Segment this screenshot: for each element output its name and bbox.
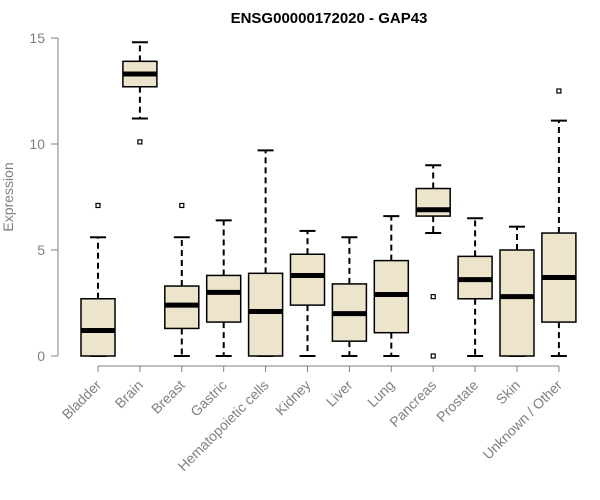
- y-axis-label: Expression: [0, 162, 16, 231]
- x-axis: [97, 365, 560, 372]
- box-lung: [373, 215, 410, 357]
- box-iqr: [80, 298, 116, 357]
- category-label: Brain: [112, 377, 146, 411]
- category-label: Pancreas: [386, 377, 439, 430]
- category-label: Skin: [493, 377, 524, 408]
- box-kidney: [289, 229, 326, 357]
- y-tick-label: 5: [37, 242, 45, 258]
- chart-title: ENSG00000172020 - GAP43: [231, 10, 428, 27]
- box-bladder: [80, 202, 116, 357]
- box-liver: [331, 236, 368, 357]
- box-iqr: [499, 249, 535, 357]
- outlier-point: [95, 202, 101, 209]
- category-label: Unknown / Other: [479, 377, 565, 463]
- box-pancreas: [415, 164, 451, 359]
- y-tick-label: 15: [29, 30, 45, 46]
- box-iqr: [289, 253, 326, 306]
- category-label: Prostate: [433, 377, 481, 425]
- box-prostate: [457, 217, 493, 357]
- category-label: Liver: [323, 377, 356, 410]
- box-breast: [164, 202, 200, 357]
- category-label: Kidney: [272, 377, 314, 419]
- outlier-point: [556, 88, 562, 94]
- category-label: Breast: [148, 377, 188, 417]
- box-iqr: [205, 274, 242, 323]
- outlier-point: [179, 202, 185, 209]
- box-unknown-other: [541, 88, 577, 357]
- box-brain: [122, 41, 158, 145]
- y-axis: 0 5 10 15: [29, 30, 59, 364]
- box-skin: [499, 225, 535, 357]
- outlier-point: [430, 353, 436, 359]
- box-hematopoietic-cells: [247, 149, 284, 357]
- box-series: [80, 41, 577, 359]
- box-iqr: [247, 272, 284, 357]
- y-tick-label: 10: [29, 136, 45, 152]
- box-gastric: [205, 219, 242, 357]
- outlier-point: [137, 139, 143, 145]
- category-label: Bladder: [59, 377, 105, 423]
- category-label: Lung: [364, 377, 397, 410]
- y-tick-label: 0: [37, 348, 45, 364]
- outlier-point: [430, 294, 436, 300]
